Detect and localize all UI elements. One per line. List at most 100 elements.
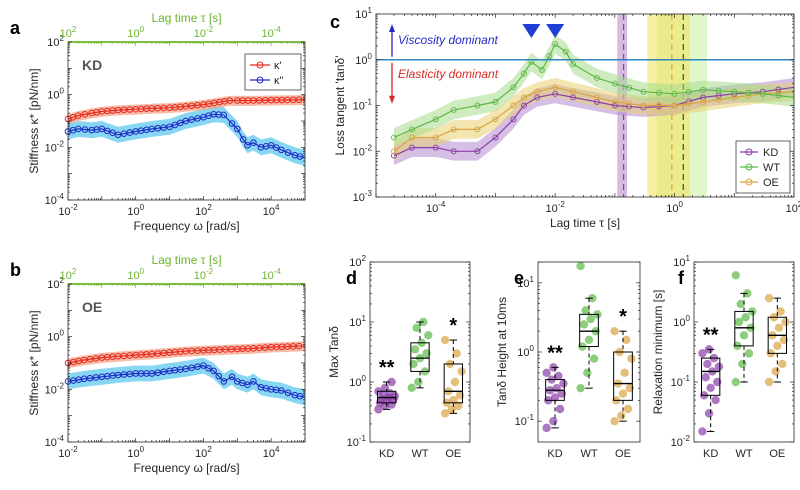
elasticity-label: Elasticity dominant bbox=[398, 67, 499, 81]
data-point-KD bbox=[374, 405, 383, 414]
y-tick-label: 101 bbox=[517, 275, 534, 290]
box-WT bbox=[734, 310, 754, 347]
series-point-OE bbox=[520, 94, 527, 101]
series-point-OE bbox=[685, 100, 692, 107]
series-point-KD bbox=[510, 116, 517, 123]
data-point-OE bbox=[773, 341, 782, 351]
peak-marker bbox=[546, 24, 565, 38]
x-tick-label: 104 bbox=[263, 445, 280, 460]
data-point-WT bbox=[581, 306, 590, 315]
data-point-WT bbox=[734, 317, 744, 327]
series-point-WT bbox=[745, 89, 752, 96]
series-point-WT bbox=[510, 84, 517, 91]
data-point-KD bbox=[542, 423, 551, 433]
series-point-WT bbox=[640, 88, 647, 95]
data-point-WT bbox=[407, 383, 416, 393]
y-axis-label: Stiffness κ* [pN/nm] bbox=[27, 68, 41, 173]
kappa-dprime-point bbox=[215, 372, 223, 380]
series-point-WT bbox=[391, 134, 397, 141]
kappa-dprime-point bbox=[296, 392, 304, 400]
y-tick-label: 10-2 bbox=[353, 143, 373, 158]
series-point-WT bbox=[546, 53, 553, 60]
data-point-KD bbox=[698, 427, 707, 436]
y-tick-label: 10-4 bbox=[45, 192, 65, 207]
data-point-KD bbox=[550, 393, 560, 402]
data-point-WT bbox=[589, 354, 599, 363]
series-point-WT bbox=[775, 92, 782, 99]
legend-marker bbox=[745, 148, 753, 156]
panel-e: KD ** WT OE * 10-1 100 101 Tanδ Height at 10ms e bbox=[495, 261, 641, 460]
panel-d: KD ** WT OE * 10-1 100 101 102 Max Tanδ d bbox=[327, 254, 471, 460]
data-point-KD bbox=[706, 383, 715, 393]
y-axis-label: Relaxation minimum [s] bbox=[651, 290, 665, 415]
significance-mark: ** bbox=[703, 324, 719, 346]
data-point-KD bbox=[704, 409, 714, 418]
data-point-OE bbox=[452, 349, 461, 358]
box-KD bbox=[701, 357, 721, 396]
y-tick-label: 101 bbox=[349, 314, 366, 329]
data-point-WT bbox=[412, 323, 421, 333]
significance-mark: ** bbox=[547, 342, 563, 364]
kappa-prime-point bbox=[81, 111, 89, 118]
kappa-dprime-point bbox=[244, 141, 251, 149]
category-label: KD bbox=[379, 448, 394, 460]
x-axis-label: Lag time τ [s] bbox=[550, 216, 620, 230]
plot-frame bbox=[369, 261, 471, 443]
legend-label: κ' bbox=[274, 60, 282, 72]
x-tick-label: 102 bbox=[195, 203, 212, 218]
series-point-WT bbox=[552, 41, 559, 48]
box-WT bbox=[410, 342, 430, 372]
series-point-OE bbox=[510, 102, 517, 109]
series-line-WT bbox=[393, 43, 795, 139]
data-point-KD bbox=[557, 389, 566, 398]
series-point-WT bbox=[570, 61, 577, 68]
legend-marker bbox=[256, 76, 264, 84]
series-point-OE bbox=[656, 102, 662, 109]
category-label: OE bbox=[615, 448, 631, 460]
elasticity-arrow-head bbox=[389, 95, 395, 104]
data-point-OE bbox=[776, 307, 785, 316]
kappa-dprime-point bbox=[228, 373, 236, 381]
data-point-WT bbox=[410, 345, 420, 354]
y-tick-label: 10-2 bbox=[671, 434, 691, 449]
series-point-KD bbox=[492, 134, 499, 141]
legend-marker bbox=[256, 61, 264, 69]
series-point-WT bbox=[450, 106, 457, 113]
x-tick-label: 100 bbox=[127, 445, 144, 460]
kappa-prime-point bbox=[74, 112, 82, 119]
legend-box bbox=[244, 53, 302, 91]
series-point-OE bbox=[700, 98, 707, 105]
category-label: KD bbox=[703, 448, 718, 460]
data-point-WT bbox=[583, 368, 592, 378]
kappa-prime-line bbox=[67, 99, 306, 120]
data-point-OE bbox=[440, 409, 450, 418]
kappa-dprime-point bbox=[244, 381, 251, 388]
data-point-WT bbox=[744, 349, 754, 358]
y-tick-label: 10-1 bbox=[347, 434, 367, 449]
top-tick-label: 100 bbox=[127, 25, 144, 40]
series-point-OE bbox=[391, 148, 397, 155]
series-point-WT bbox=[626, 84, 633, 91]
series-point-KD bbox=[391, 152, 397, 159]
kappa-dprime-point bbox=[228, 120, 236, 127]
kappa-prime-line bbox=[67, 345, 306, 364]
kappa-dprime-point bbox=[278, 146, 285, 154]
series-point-WT bbox=[611, 80, 618, 87]
y-tick-label: 10-4 bbox=[45, 434, 65, 449]
top-tick-label: 100 bbox=[127, 267, 144, 282]
significance-mark: ** bbox=[379, 357, 395, 379]
y-tick-label: 10-1 bbox=[353, 98, 373, 113]
data-point-OE bbox=[771, 367, 780, 376]
data-point-KD bbox=[698, 349, 707, 358]
legend-label: WT bbox=[763, 162, 780, 174]
series-point-OE bbox=[474, 126, 481, 133]
series-point-KD bbox=[474, 148, 481, 155]
data-point-KD bbox=[711, 395, 720, 405]
series-point-WT bbox=[656, 89, 662, 96]
series-line-KD bbox=[393, 86, 795, 157]
data-point-KD bbox=[703, 359, 712, 369]
y-tick-label: 100 bbox=[517, 344, 534, 359]
series-point-OE bbox=[492, 116, 499, 123]
top-tick-label: 102 bbox=[60, 267, 77, 282]
